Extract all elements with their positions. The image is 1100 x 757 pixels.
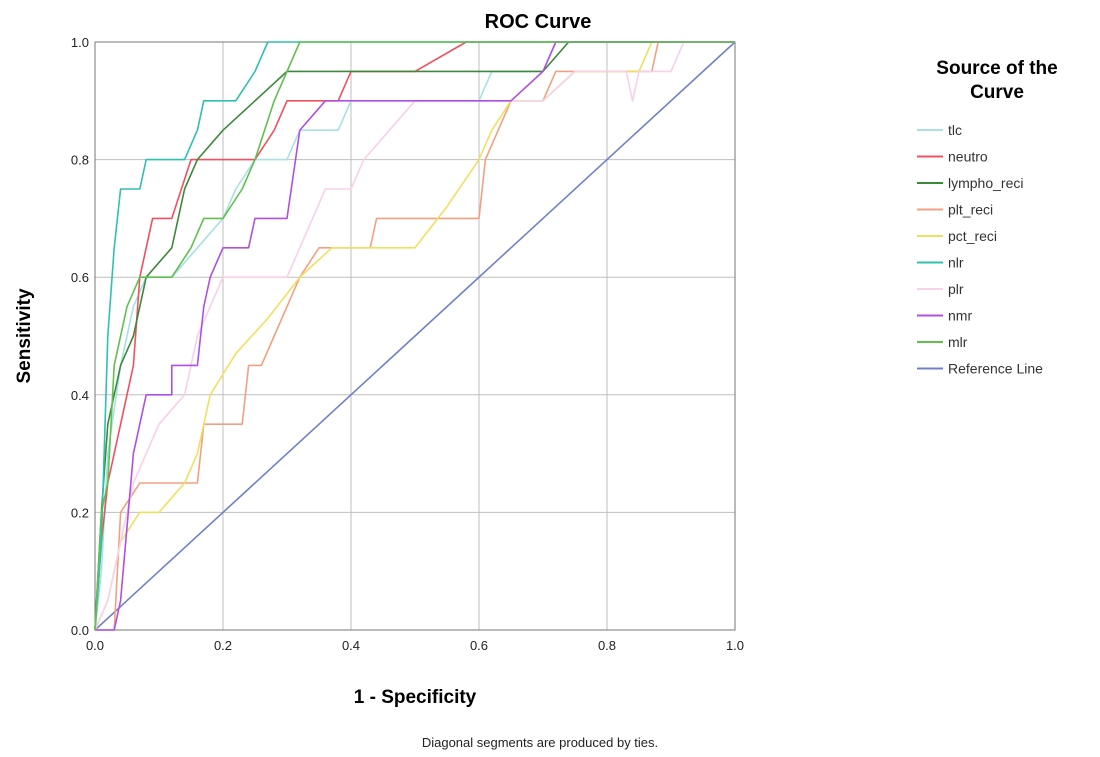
series-line-nmr (95, 41, 735, 631)
x-tick-label: 0.6 (470, 638, 488, 653)
series-line-lympho-reci (94, 41, 735, 631)
chart-title: ROC Curve (485, 11, 592, 33)
tick-labels: 0.0 0.2 0.4 0.6 0.8 1.0 0.0 0.2 0.4 0.6 0.8 1.0 (71, 35, 744, 653)
series-line-mlr (94, 41, 735, 631)
y-tick-label: 1.0 (71, 35, 89, 50)
series-line-plt-reci (95, 41, 735, 631)
y-tick-label: 0.8 (71, 153, 89, 168)
x-axis-label: 1 - Specificity (354, 687, 477, 708)
x-tick-label: 0.0 (86, 638, 104, 653)
series-line-reference-line (94, 41, 736, 631)
legend: Source of the Curve tlc neutro lympho_reci… (917, 58, 1058, 377)
legend-label-plt-reci: plt_reci (948, 202, 993, 218)
legend-title-line-1: Source of the (936, 58, 1057, 79)
legend-label-mlr: mlr (948, 334, 968, 350)
legend-label-plr: plr (948, 281, 964, 297)
y-tick-label: 0.4 (71, 388, 89, 403)
series-line-nlr (94, 41, 735, 631)
legend-label-lympho-reci: lympho_reci (948, 175, 1023, 191)
legend-label-tlc: tlc (948, 122, 962, 138)
footnote: Diagonal segments are produced by ties. (422, 735, 658, 750)
series-line-plr (94, 41, 735, 631)
legend-label-reference-line: Reference Line (948, 361, 1043, 377)
y-tick-label: 0.2 (71, 505, 89, 520)
legend-label-pct-reci: pct_reci (948, 228, 997, 244)
legend-label-nmr: nmr (948, 308, 972, 324)
y-axis-label: Sensitivity (14, 288, 35, 383)
y-tick-label: 0.0 (71, 623, 89, 638)
legend-label-neutro: neutro (948, 149, 988, 165)
grid (95, 42, 735, 630)
y-tick-label: 0.6 (71, 270, 89, 285)
legend-title-line-2: Curve (970, 82, 1024, 103)
x-tick-label: 0.8 (598, 638, 616, 653)
x-tick-label: 1.0 (726, 638, 744, 653)
series-layer (94, 41, 736, 631)
x-tick-label: 0.2 (214, 638, 232, 653)
legend-label-nlr: nlr (948, 255, 964, 271)
x-tick-label: 0.4 (342, 638, 360, 653)
